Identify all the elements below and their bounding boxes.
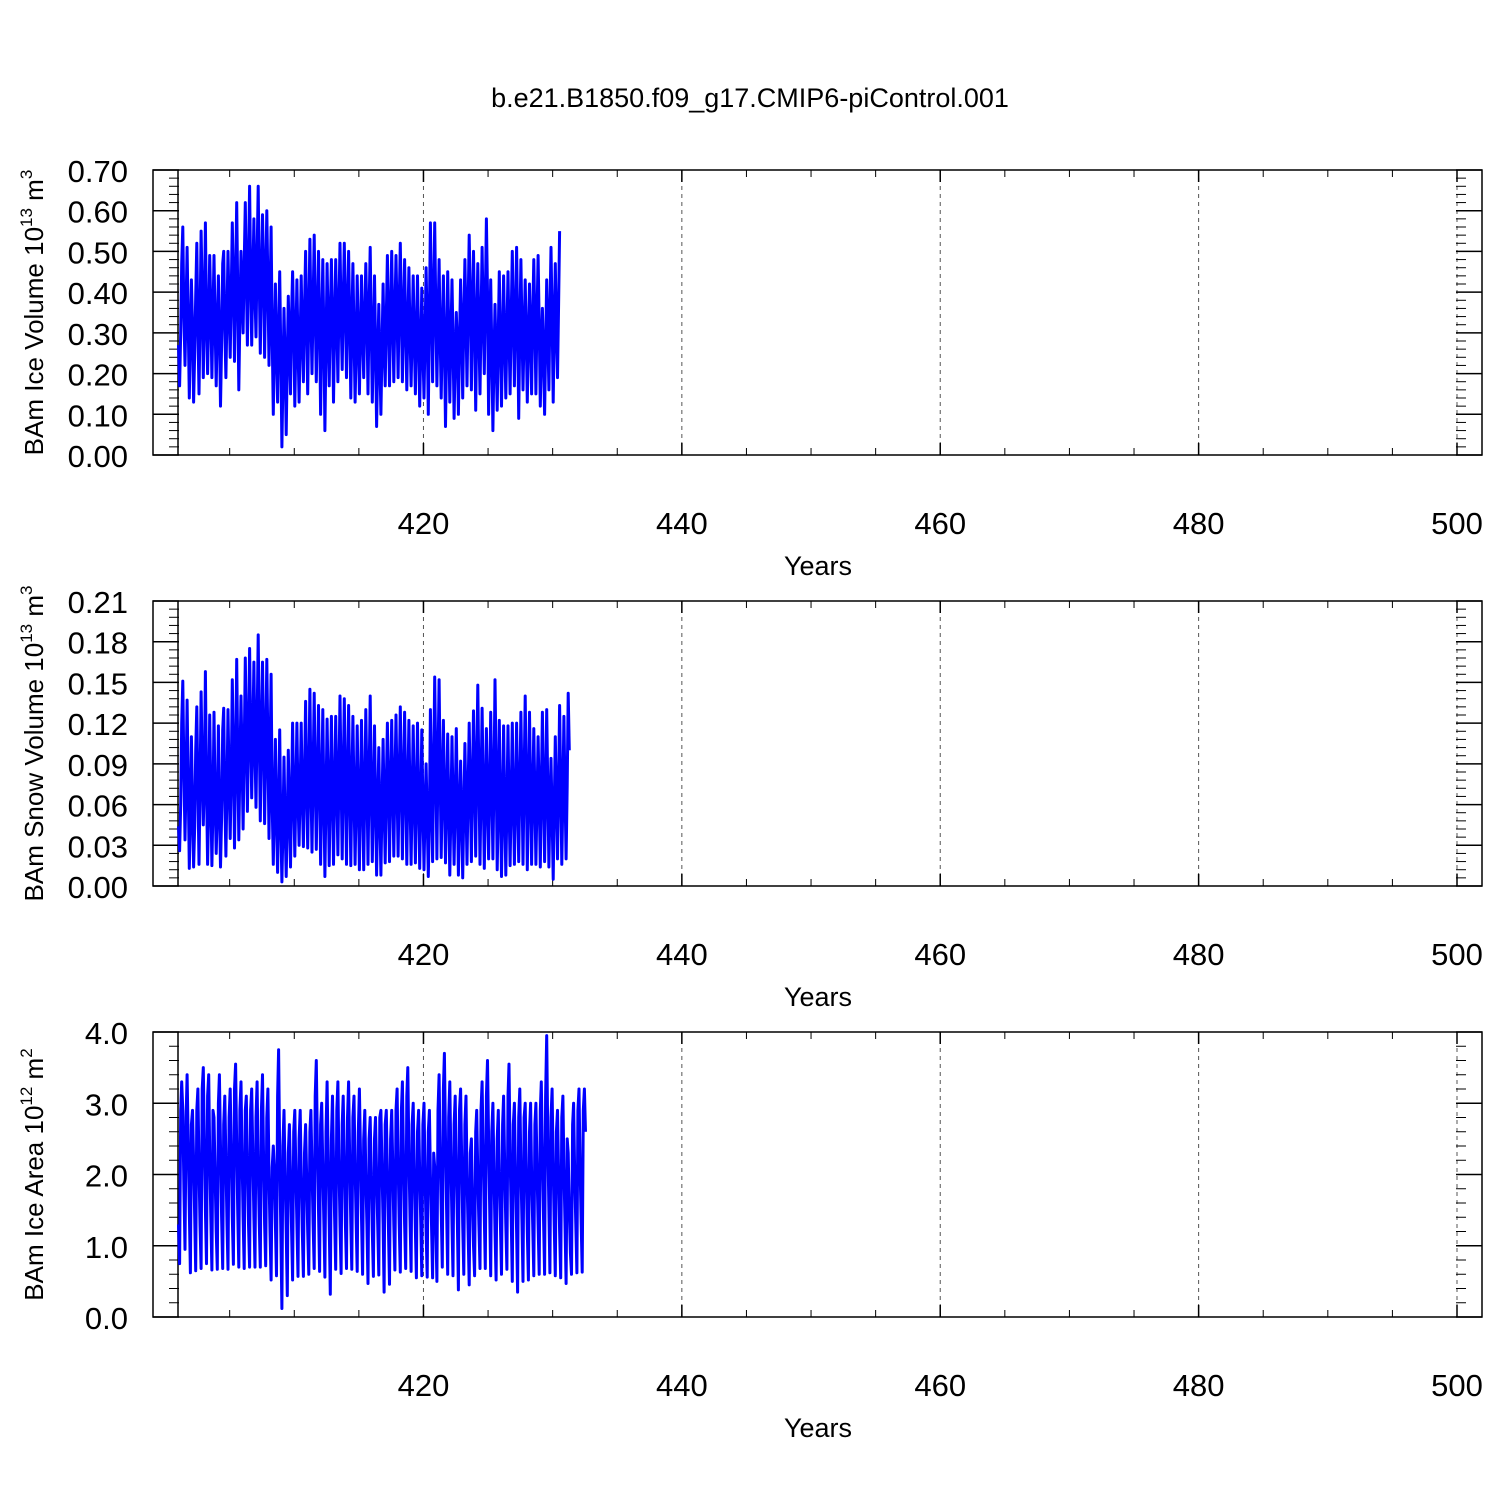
y-axis-label: BAm Ice Volume 1013 m3 bbox=[17, 170, 49, 456]
y-tick-label: 0.00 bbox=[68, 439, 128, 474]
x-tick-label: 440 bbox=[656, 1368, 708, 1403]
y-tick-label: 0.09 bbox=[68, 748, 128, 783]
x-axis-label: Years bbox=[784, 982, 852, 1012]
y-axis-label-ylabel-unit: m bbox=[19, 595, 49, 624]
chart-panel-3: 420 440 460 480 500 0.0 1.0 2.0 3.0 4.0 Years BAm I… bbox=[17, 1016, 1483, 1443]
x-tick-label: 480 bbox=[1173, 506, 1225, 541]
figure-title: b.e21.B1850.f09_g17.CMIP6-piControl.001 bbox=[491, 83, 1009, 113]
chart-panels: 420 440 460 480 500 0.00 0.10 0.20 0.30 0.40 0.50 0… bbox=[17, 154, 1483, 1443]
y-tick-label: 2.0 bbox=[85, 1159, 128, 1194]
y-axis-label-ylabel-unit-exp: 2 bbox=[17, 1048, 36, 1057]
x-tick-label: 440 bbox=[656, 937, 708, 972]
y-axis-label-ylabel: BAm Ice Volume 10 bbox=[19, 227, 49, 455]
y-axis-label-ylabel: BAm Ice Area 10 bbox=[19, 1106, 49, 1301]
chart-panel-1: 420 440 460 480 500 0.00 0.10 0.20 0.30 0.40 0.50 0… bbox=[17, 154, 1483, 581]
x-tick-label: 480 bbox=[1173, 937, 1225, 972]
x-tick-label: 420 bbox=[398, 506, 450, 541]
y-axis-label-ylabel-unit-exp: 3 bbox=[17, 586, 36, 595]
x-tick-label: 420 bbox=[398, 937, 450, 972]
y-axis-label-ylabel-exp: 13 bbox=[17, 624, 36, 643]
x-tick-label: 460 bbox=[914, 1368, 966, 1403]
y-tick-label: 4.0 bbox=[85, 1016, 128, 1051]
plot-frame bbox=[152, 600, 1483, 887]
y-tick-label: 0.60 bbox=[68, 195, 128, 230]
y-tick-label: 0.70 bbox=[68, 154, 128, 189]
y-axis-label-ylabel-unit: m bbox=[19, 179, 49, 208]
y-tick-label: 0.18 bbox=[68, 626, 128, 661]
y-tick-label: 0.0 bbox=[85, 1301, 128, 1336]
x-tick-label: 500 bbox=[1431, 937, 1483, 972]
x-tick-label: 460 bbox=[914, 506, 966, 541]
plot-frame bbox=[152, 169, 1483, 456]
y-tick-label: 0.20 bbox=[68, 358, 128, 393]
chart-panel-2: 420 440 460 480 500 0.00 0.03 0.06 0.09 0.12 0.15 0… bbox=[17, 585, 1483, 1012]
x-tick-label: 420 bbox=[398, 1368, 450, 1403]
series-line bbox=[177, 633, 571, 884]
y-tick-label: 0.03 bbox=[68, 829, 128, 864]
y-axis-label-ylabel-unit: m bbox=[19, 1058, 49, 1087]
y-tick-label: 0.10 bbox=[68, 398, 128, 433]
y-tick-label: 0.06 bbox=[68, 789, 128, 824]
x-axis-label: Years bbox=[784, 1413, 852, 1443]
x-axis-label: Years bbox=[784, 551, 852, 581]
x-tick-label: 440 bbox=[656, 506, 708, 541]
series-line bbox=[177, 184, 562, 449]
x-tick-label: 460 bbox=[914, 937, 966, 972]
series-line bbox=[177, 1034, 587, 1310]
x-tick-label: 500 bbox=[1431, 506, 1483, 541]
y-axis-label-ylabel: BAm Snow Volume 10 bbox=[19, 643, 49, 902]
y-tick-label: 1.0 bbox=[85, 1230, 128, 1265]
y-tick-label: 0.40 bbox=[68, 276, 128, 311]
y-tick-label: 0.15 bbox=[68, 666, 128, 701]
y-tick-label: 0.21 bbox=[68, 585, 128, 620]
y-axis-label-ylabel-exp: 13 bbox=[17, 208, 36, 227]
y-axis-label-ylabel-unit-exp: 3 bbox=[17, 170, 36, 179]
y-axis-label-ylabel-exp: 12 bbox=[17, 1087, 36, 1106]
y-tick-label: 0.00 bbox=[68, 870, 128, 905]
y-axis-label: BAm Snow Volume 1013 m3 bbox=[17, 586, 49, 902]
y-tick-label: 0.30 bbox=[68, 317, 128, 352]
y-axis-label: BAm Ice Area 1012 m2 bbox=[17, 1048, 49, 1300]
y-tick-label: 0.12 bbox=[68, 707, 128, 742]
x-tick-label: 500 bbox=[1431, 1368, 1483, 1403]
x-tick-label: 480 bbox=[1173, 1368, 1225, 1403]
y-tick-label: 0.50 bbox=[68, 235, 128, 270]
y-tick-label: 3.0 bbox=[85, 1087, 128, 1122]
